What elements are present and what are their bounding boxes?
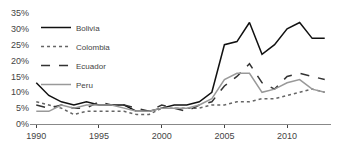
- svg-text:25%: 25%: [11, 40, 29, 50]
- svg-text:Peru: Peru: [76, 81, 93, 90]
- svg-text:Colombia: Colombia: [76, 43, 110, 52]
- svg-text:1995: 1995: [89, 131, 109, 141]
- svg-text:30%: 30%: [11, 24, 29, 34]
- svg-text:15%: 15%: [11, 72, 29, 82]
- svg-text:2010: 2010: [277, 131, 297, 141]
- svg-text:35%: 35%: [11, 8, 29, 18]
- svg-text:2005: 2005: [214, 131, 234, 141]
- svg-text:5%: 5%: [16, 103, 29, 113]
- svg-text:2000: 2000: [152, 131, 172, 141]
- svg-text:Bolivia: Bolivia: [76, 24, 100, 33]
- svg-text:0%: 0%: [16, 119, 29, 129]
- svg-text:1990: 1990: [26, 131, 46, 141]
- svg-text:20%: 20%: [11, 56, 29, 66]
- svg-text:10%: 10%: [11, 87, 29, 97]
- svg-text:Ecuador: Ecuador: [76, 62, 106, 71]
